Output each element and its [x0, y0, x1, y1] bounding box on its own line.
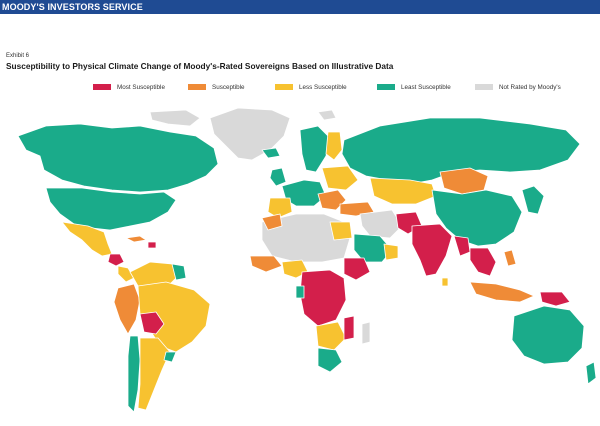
chile-region	[127, 335, 141, 413]
legend-label-most-susceptible: Most Susceptible	[117, 83, 165, 91]
oman-region	[383, 243, 399, 261]
ethiopia-horn-region	[343, 257, 371, 281]
legend-item-less-susceptible: Less Susceptible	[275, 81, 347, 93]
iran-iraq-region	[359, 209, 403, 239]
cuba-region	[125, 235, 147, 243]
central-africa-region	[299, 269, 347, 327]
legend-item-least-susceptible: Least Susceptible	[377, 81, 451, 93]
morocco-region	[261, 213, 283, 231]
mexico-region	[61, 221, 113, 257]
bangladesh-myanmar-region	[453, 235, 471, 257]
scandinavia-region	[299, 125, 331, 173]
svalbard-region	[317, 109, 337, 121]
saudi-arabia-region	[353, 233, 393, 263]
gabon-region	[295, 285, 305, 299]
legend-item-susceptible: Susceptible	[188, 81, 245, 93]
legend-label-least-susceptible: Least Susceptible	[401, 83, 451, 91]
papua-new-guinea-region	[539, 291, 571, 307]
legend: Most Susceptible Susceptible Less Suscep…	[0, 81, 600, 93]
new-zealand-region	[585, 361, 597, 385]
exhibit-label: Exhibit 6	[6, 53, 30, 59]
southern-africa-north-region	[315, 321, 347, 351]
hispaniola-region	[147, 241, 157, 249]
sri-lanka-region	[441, 277, 449, 287]
legend-swatch-susceptible	[188, 84, 206, 90]
arctic-islands-region	[149, 109, 201, 127]
legend-swatch-not-rated	[475, 84, 493, 90]
central-america-south-region	[117, 265, 135, 283]
legend-item-most-susceptible: Most Susceptible	[93, 81, 165, 93]
egypt-region	[329, 221, 353, 241]
ecuador-peru-region	[113, 283, 141, 335]
legend-swatch-least-susceptible	[377, 84, 395, 90]
uk-ireland-region	[269, 167, 287, 187]
mainland-southeast-asia-region	[469, 247, 497, 277]
legend-swatch-less-susceptible	[275, 84, 293, 90]
philippines-region	[503, 249, 517, 267]
bolivia-region	[139, 311, 165, 335]
legend-label-not-rated: Not Rated by Moody's	[499, 83, 561, 91]
legend-label-susceptible: Susceptible	[212, 83, 245, 91]
australia-region	[511, 305, 585, 365]
iberia-region	[267, 197, 293, 219]
legend-swatch-most-susceptible	[93, 84, 111, 90]
legend-label-less-susceptible: Less Susceptible	[299, 83, 347, 91]
china-region	[431, 189, 523, 247]
madagascar-region	[361, 321, 371, 345]
guianas-region	[171, 263, 187, 281]
brand-name: MOODY'S INVESTORS SERVICE	[2, 2, 143, 12]
baltic-finland-region	[325, 131, 343, 161]
exhibit-title: Susceptibility to Physical Climate Chang…	[6, 61, 394, 71]
kazakhstan-region	[369, 177, 437, 205]
indonesia-region	[469, 281, 535, 303]
india-region	[411, 223, 453, 277]
united-states-region	[45, 187, 177, 231]
korea-japan-region	[521, 185, 545, 215]
uruguay-region	[163, 351, 177, 363]
west-africa-coast-region	[249, 255, 283, 273]
iceland-region	[261, 147, 281, 159]
argentina-region	[137, 337, 171, 411]
world-susceptibility-map	[17, 107, 597, 413]
eastern-europe-region	[321, 165, 359, 191]
mongolia-region	[439, 167, 489, 195]
russia-region	[341, 117, 581, 185]
legend-item-not-rated: Not Rated by Moody's	[475, 81, 561, 93]
south-africa-region	[317, 347, 343, 373]
canada-alaska-region	[17, 123, 219, 193]
mozambique-region	[343, 315, 355, 341]
brand-header-bar: MOODY'S INVESTORS SERVICE	[0, 0, 600, 14]
central-america-north-region	[107, 253, 125, 267]
